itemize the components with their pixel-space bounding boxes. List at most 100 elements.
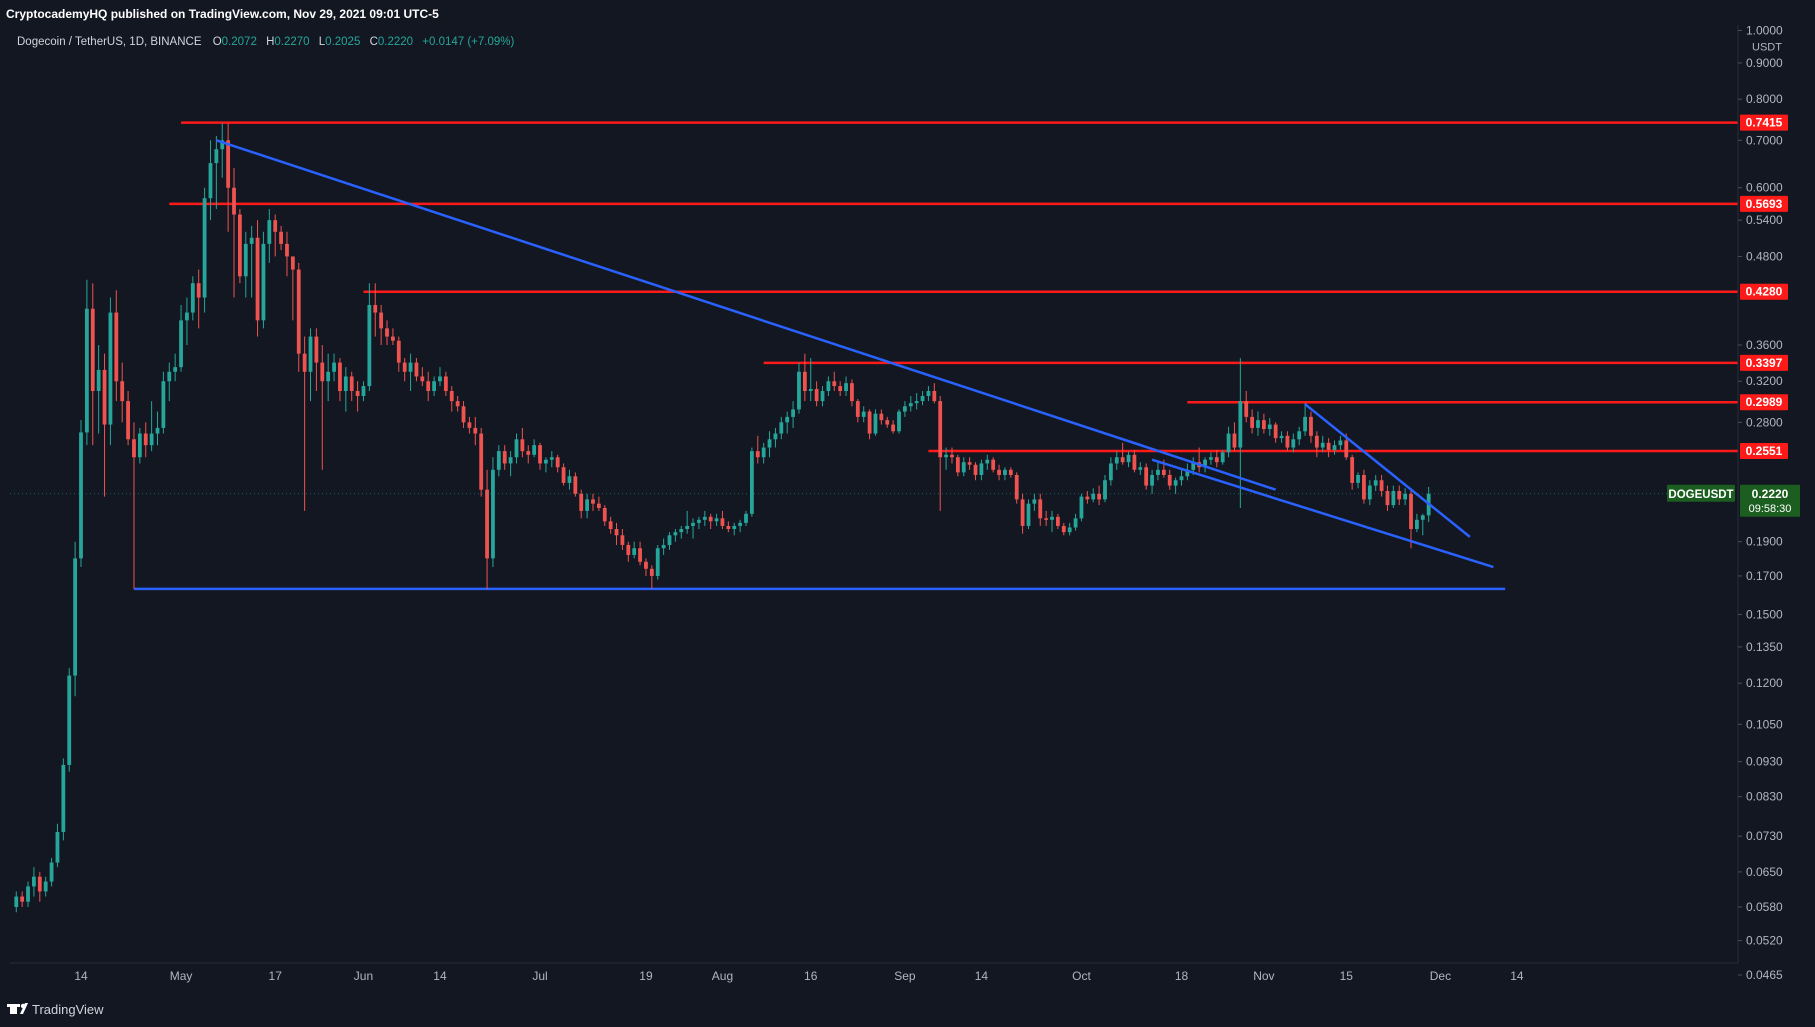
candle-body	[726, 525, 731, 530]
price-tick-label: 0.3600	[1746, 338, 1783, 352]
candle-body	[1261, 420, 1266, 430]
price-tick-label: 0.0520	[1746, 934, 1783, 948]
candle-body	[602, 507, 607, 522]
candle-body	[1026, 503, 1031, 526]
time-tick-label: Oct	[1072, 969, 1091, 983]
trendline-short-downtrend[interactable]	[1304, 403, 1471, 538]
trendline-lower-wedge[interactable]	[1151, 458, 1494, 569]
candle-body	[326, 371, 331, 382]
candle-body	[1391, 491, 1396, 506]
candle-body	[526, 451, 531, 455]
price-tick-label: 0.7000	[1746, 133, 1783, 147]
candle-body	[732, 525, 737, 530]
candle-body	[932, 391, 937, 402]
candle-body	[1420, 515, 1425, 520]
candle-body	[1191, 462, 1196, 470]
price-tick-label: 0.9000	[1746, 56, 1783, 70]
candle-body	[255, 237, 260, 321]
candle-body	[538, 445, 542, 464]
candle-body	[1085, 496, 1090, 500]
candle-body	[1250, 416, 1255, 428]
candle-body	[1144, 467, 1149, 486]
candle-body	[1297, 431, 1302, 440]
candle-body	[1003, 469, 1007, 475]
candle-body	[614, 529, 619, 536]
candle-body	[496, 451, 501, 470]
candle-body	[343, 376, 348, 392]
candle-body	[96, 369, 101, 392]
candle-body	[544, 459, 548, 464]
candle-body	[591, 499, 595, 504]
candle-body	[979, 463, 984, 475]
time-tick-label: 19	[639, 969, 653, 983]
legend-symbol: Dogecoin / TetherUS, 1D, BINANCE	[17, 36, 202, 48]
candle-body	[1320, 442, 1325, 448]
candle-body	[1120, 457, 1125, 463]
symbol-badge[interactable]	[1667, 484, 1735, 502]
time-tick-label: 14	[74, 969, 88, 983]
candle-body	[349, 376, 354, 392]
candle-body	[1173, 480, 1178, 486]
candle-body	[655, 548, 660, 576]
candle-body	[1044, 518, 1049, 520]
candle-body	[173, 367, 178, 372]
candle-body	[844, 383, 848, 392]
candle-body	[502, 451, 507, 464]
candle-body	[308, 336, 313, 372]
candle-body	[1338, 440, 1343, 446]
candle-body	[361, 386, 366, 397]
candle-body	[391, 336, 395, 341]
candle-body	[573, 476, 578, 494]
candle-body	[1209, 457, 1213, 460]
legend-close-value: 0.2220	[378, 36, 413, 48]
trendline-long-downtrend[interactable]	[215, 139, 1277, 491]
candle-body	[1414, 519, 1419, 530]
candle-body	[532, 445, 537, 455]
candle-body	[332, 362, 336, 372]
legend-open-value: 0.2072	[222, 36, 257, 48]
candle-body	[1020, 499, 1025, 526]
time-axis[interactable]: 14 May 17 Jun 14 Jul 19 Aug 16 Sep 14 Oct 18 Nov 15 Dec…	[10, 962, 1738, 983]
price-axis[interactable]: 1.0000 0.9000 0.8000 0.7000 0.6000 0.5400 0.48…	[1737, 24, 1783, 983]
candle-body	[1273, 424, 1278, 439]
candle-body	[644, 561, 648, 569]
candle-body	[102, 369, 107, 425]
candle-body	[367, 304, 372, 387]
price-tick-label: 0.6000	[1746, 181, 1783, 195]
candle-body	[867, 411, 872, 434]
candle-body	[338, 362, 342, 392]
candle-body	[1303, 416, 1307, 432]
candle-body	[885, 420, 890, 425]
tradingview-logo[interactable]: TradingView	[7, 1002, 104, 1017]
candle-body	[838, 386, 843, 392]
horizontal-levels[interactable]	[133, 121, 1738, 591]
candle-body	[744, 513, 748, 523]
candle-body	[226, 140, 231, 188]
candle-body	[991, 459, 996, 470]
level-price-tag-label: 0.2989	[1746, 395, 1783, 409]
candle-body	[491, 469, 495, 559]
candle-body	[1373, 480, 1378, 486]
publisher-text: CryptocademyHQ published on TradingView.…	[6, 7, 439, 21]
candle-body	[555, 457, 560, 468]
candle-body	[108, 312, 113, 425]
candle-body	[14, 896, 19, 907]
candle-body	[1232, 433, 1237, 448]
trendlines[interactable]	[215, 139, 1494, 569]
candle-body	[1256, 420, 1260, 428]
legend: Dogecoin / TetherUS, 1D, BINANCE O0.2072…	[17, 36, 515, 48]
price-tick-label: 0.3200	[1746, 374, 1783, 388]
currency-unit-label: USDT	[1752, 41, 1782, 53]
candle-body	[1220, 452, 1225, 463]
candle-body	[897, 411, 901, 432]
candle-body	[549, 457, 554, 460]
candle-body	[720, 518, 725, 526]
candle-body	[814, 389, 819, 402]
candle-body	[155, 427, 160, 434]
candle-body	[1344, 440, 1349, 458]
candle-body	[202, 198, 207, 298]
candle-body	[126, 401, 130, 440]
candle-body	[385, 328, 389, 337]
